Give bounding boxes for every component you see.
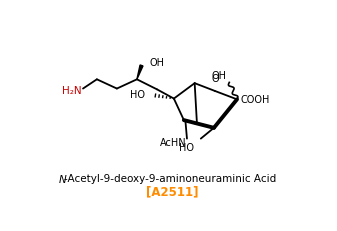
Text: -Acetyl-9-deoxy-9-aminoneuraminic Acid: -Acetyl-9-deoxy-9-aminoneuraminic Acid bbox=[64, 174, 276, 184]
Text: OH: OH bbox=[211, 71, 226, 81]
Text: O: O bbox=[212, 74, 219, 84]
Text: COOH: COOH bbox=[240, 95, 270, 105]
Text: AcHN: AcHN bbox=[160, 138, 187, 148]
Text: HO: HO bbox=[130, 91, 145, 100]
Text: [A2511]: [A2511] bbox=[146, 185, 198, 198]
Text: $\it{N}$: $\it{N}$ bbox=[58, 173, 68, 185]
Text: OH: OH bbox=[149, 58, 164, 68]
Text: HO: HO bbox=[180, 143, 194, 153]
Text: H₂N: H₂N bbox=[62, 86, 82, 96]
Polygon shape bbox=[137, 65, 143, 79]
